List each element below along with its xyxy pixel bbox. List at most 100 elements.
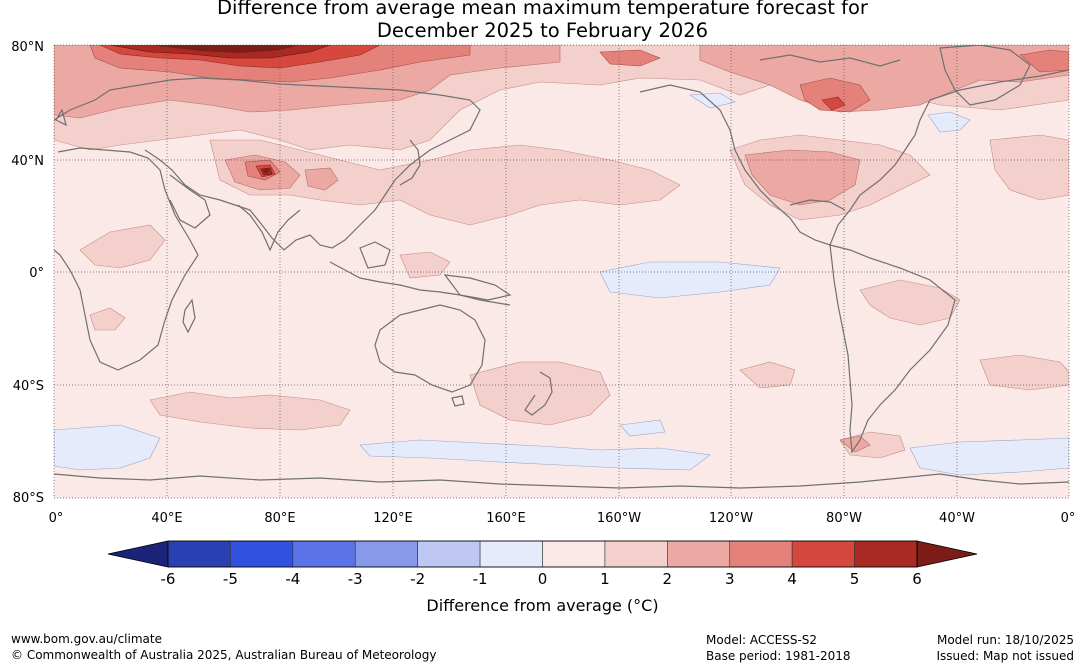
colorbar-bin: [604, 540, 668, 568]
contour-region: [839, 435, 871, 453]
colorbar-label: Difference from average (°C): [426, 596, 659, 615]
lon-label-0-left: 0°: [49, 511, 64, 526]
colorbar-tick-label: 3: [725, 570, 735, 588]
copyright-text: © Commonwealth of Australia 2025, Austra…: [11, 648, 437, 662]
colorbar-bin: [292, 540, 356, 568]
colorbar-bin: [167, 540, 231, 568]
colorbar-tick-label: -2: [410, 570, 425, 588]
coastline-australia: [374, 304, 486, 393]
colorbar-tick-label: 4: [787, 570, 797, 588]
colorbar-under-arrow: [107, 540, 169, 568]
colorbar: -6 -5 -4 -3 -2 -1 0 1 2 3 4 5 6: [107, 540, 978, 588]
coastline-india: [237, 204, 301, 252]
colorbar-tick-label: -3: [348, 570, 363, 588]
colorbar-bin: [791, 540, 855, 568]
coastline-northamerica: [639, 69, 1069, 246]
colorbar-bin: [230, 540, 294, 568]
contour-region: [263, 169, 269, 173]
contour-region: [699, 45, 1069, 113]
colorbar-tick-label: -6: [161, 570, 176, 588]
contour-region: [689, 92, 736, 109]
lon-label-120w: 120°W: [709, 511, 753, 526]
lat-label-40s: 40°S: [13, 379, 44, 394]
coastline-borneo: [359, 241, 391, 269]
contour-region: [821, 96, 846, 111]
colorbar-tick-label: 1: [600, 570, 610, 588]
contour-region: [927, 111, 971, 133]
colorbar-bin: [854, 540, 918, 568]
contour-band-minus1-0: [54, 92, 1069, 476]
coastline-arabia: [169, 174, 211, 229]
title-line-2: December 2025 to February 2026: [376, 19, 709, 42]
coastline-indonesia: [329, 261, 511, 306]
title-line-1: Difference from average mean maximum tem…: [217, 0, 868, 19]
contour-region: [359, 439, 711, 471]
contour-region: [79, 224, 166, 269]
lon-label-80w: 80°W: [826, 511, 862, 526]
contour-region: [599, 261, 781, 299]
model-run-text: Model run: 18/10/2025: [936, 633, 1074, 647]
coastline-tasmania: [451, 395, 465, 407]
lon-label-40w: 40°W: [939, 511, 975, 526]
lat-label-80s: 80°S: [13, 491, 44, 506]
colorbar-frame: [167, 540, 918, 568]
colorbar-tick-label: -5: [223, 570, 238, 588]
colorbar-tick-label: 6: [912, 570, 922, 588]
contour-region: [304, 167, 339, 191]
coastline-newguinea: [443, 274, 512, 301]
contour-region: [469, 361, 611, 426]
colorbar-tick-label: 5: [850, 570, 860, 588]
colorbar-tick-label: 2: [663, 570, 673, 588]
contour-region: [744, 149, 861, 206]
coastline-southamerica: [829, 244, 956, 454]
website-text: www.bom.gov.au/climate: [11, 632, 162, 646]
lon-label-160e: 160°E: [486, 511, 526, 526]
lon-label-40e: 40°E: [151, 511, 182, 526]
graticule: [53, 44, 1070, 499]
lat-label-0: 0°: [29, 266, 44, 281]
contour-region: [54, 424, 161, 471]
map-title: Difference from average mean maximum tem…: [0, 0, 1085, 42]
colorbar-bin: [417, 540, 481, 568]
base-period-text: Base period: 1981-2018: [706, 649, 851, 663]
coastline-canadian-arctic: [759, 54, 901, 67]
issued-text: Issued: Map not issued: [936, 649, 1074, 663]
contour-region: [399, 251, 451, 279]
anomaly-contours: [54, 45, 1069, 476]
model-text: Model: ACCESS-S2: [706, 633, 818, 647]
colorbar-bin: [667, 540, 731, 568]
lon-label-160w: 160°W: [597, 511, 641, 526]
coastline-britain: [55, 108, 67, 127]
coastline-japan: [399, 139, 421, 186]
coastline-newzealand: [524, 371, 553, 416]
coastline-gulfofmexico: [789, 199, 846, 211]
contour-band-over-6: [150, 45, 300, 173]
contour-region: [619, 419, 666, 437]
colorbar-over-arrow: [916, 540, 978, 568]
colorbar-bin: [729, 540, 793, 568]
contour-region: [149, 391, 351, 431]
colorbar-tick-label: -4: [285, 570, 300, 588]
coastlines: [54, 45, 1069, 489]
contour-region: [799, 77, 871, 113]
lon-label-0-right: 0°: [1061, 511, 1076, 526]
lon-label-80e: 80°E: [264, 511, 295, 526]
colorbar-tick-label: 0: [538, 570, 548, 588]
coastline-madagascar: [182, 298, 196, 334]
coastline-greenland: [939, 45, 1031, 106]
contour-region: [150, 45, 300, 53]
colorbar-bin: [479, 540, 543, 568]
contour-region: [909, 437, 1069, 476]
colorbar-tick-label: -1: [473, 570, 488, 588]
lat-label-40n: 40°N: [11, 154, 44, 169]
contour-region: [979, 354, 1069, 391]
contour-region: [1019, 49, 1069, 73]
coastline-antarctica: [54, 473, 1069, 489]
lon-label-120e: 120°E: [373, 511, 413, 526]
colorbar-bin: [354, 540, 418, 568]
contour-region: [89, 307, 126, 331]
coastline-africa: [54, 147, 199, 371]
contour-region: [989, 134, 1069, 201]
contour-region: [209, 139, 681, 226]
